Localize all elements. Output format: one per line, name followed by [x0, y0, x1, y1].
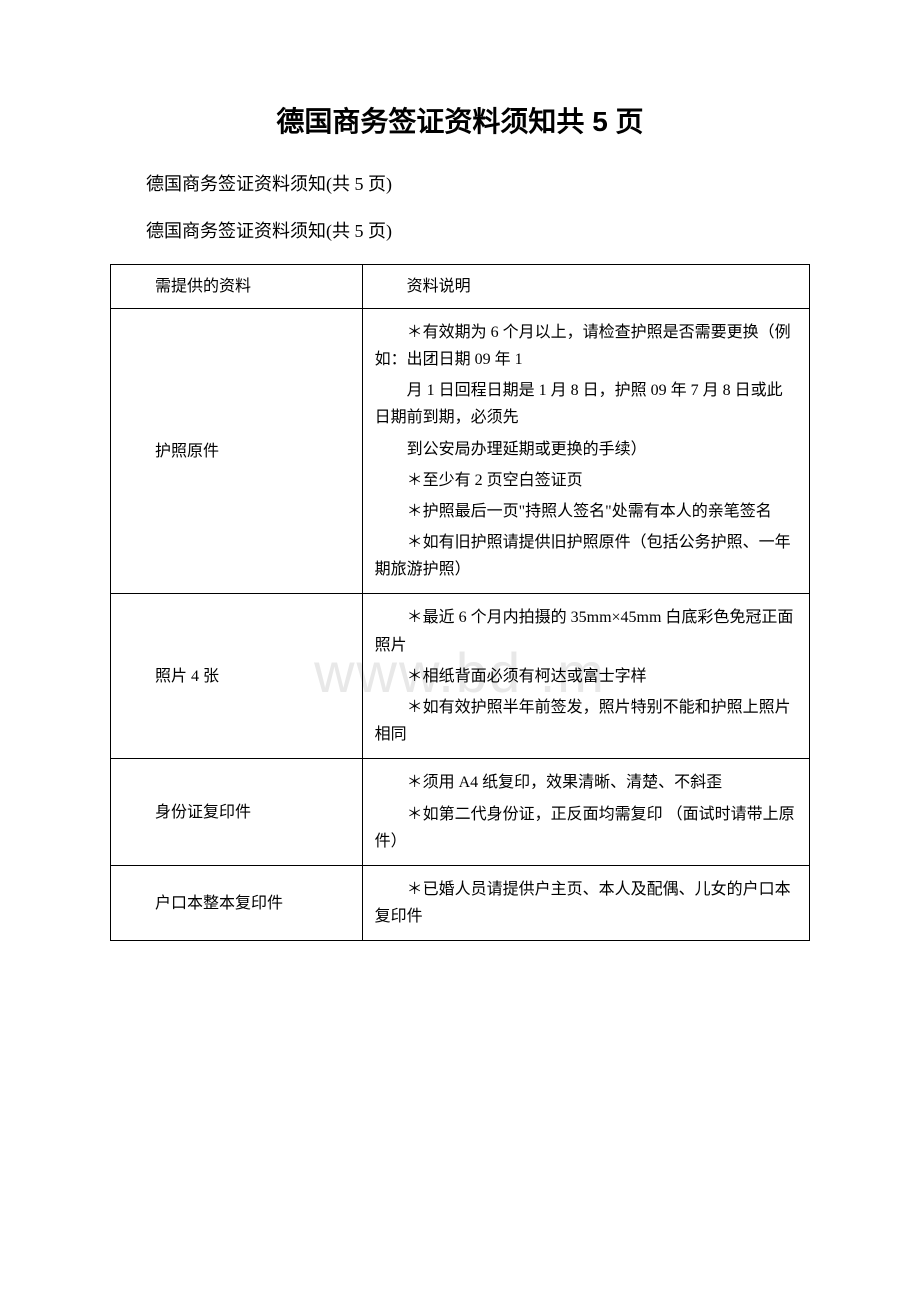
- subtitle-2: 德国商务签证资料须知(共 5 页): [110, 217, 810, 246]
- row-label: 户口本整本复印件: [111, 865, 363, 940]
- row-label: 照片 4 张: [111, 594, 363, 759]
- row-label: 护照原件: [111, 308, 363, 594]
- table-row: 护照原件 ＊有效期为 6 个月以上，请检查护照是否需要更换（例如：出团日期 09…: [111, 308, 810, 594]
- row-label: 身份证复印件: [111, 759, 363, 866]
- desc-para: ＊相纸背面必须有柯达或富士字样: [375, 663, 797, 690]
- desc-para: ＊如第二代身份证，正反面均需复印 （面试时请带上原件）: [375, 801, 797, 855]
- desc-para: ＊护照最后一页"持照人签名"处需有本人的亲笔签名: [375, 498, 797, 525]
- page-title: 德国商务签证资料须知共 5 页: [110, 100, 810, 140]
- table-header-row: 需提供的资料 资料说明: [111, 264, 810, 308]
- desc-para: 月 1 日回程日期是 1 月 8 日，护照 09 年 7 月 8 日或此日期前到…: [375, 377, 797, 431]
- row-desc: ＊最近 6 个月内拍摄的 35mm×45mm 白底彩色免冠正面照片 ＊相纸背面必…: [362, 594, 809, 759]
- desc-para: ＊如有效护照半年前签发，照片特别不能和护照上照片相同: [375, 694, 797, 748]
- row-desc: ＊有效期为 6 个月以上，请检查护照是否需要更换（例如：出团日期 09 年 1 …: [362, 308, 809, 594]
- table-row: 户口本整本复印件 ＊已婚人员请提供户主页、本人及配偶、儿女的户口本复印件: [111, 865, 810, 940]
- row-desc: ＊已婚人员请提供户主页、本人及配偶、儿女的户口本复印件: [362, 865, 809, 940]
- desc-para: ＊最近 6 个月内拍摄的 35mm×45mm 白底彩色免冠正面照片: [375, 604, 797, 658]
- requirements-table: 需提供的资料 资料说明 护照原件 ＊有效期为 6 个月以上，请检查护照是否需要更…: [110, 264, 810, 942]
- desc-para: ＊有效期为 6 个月以上，请检查护照是否需要更换（例如：出团日期 09 年 1: [375, 319, 797, 373]
- desc-para: 到公安局办理延期或更换的手续）: [375, 436, 797, 463]
- header-col1: 需提供的资料: [111, 264, 363, 308]
- desc-para: ＊须用 A4 纸复印，效果清晰、清楚、不斜歪: [375, 769, 797, 796]
- desc-para: ＊至少有 2 页空白签证页: [375, 467, 797, 494]
- table-row: 照片 4 张 ＊最近 6 个月内拍摄的 35mm×45mm 白底彩色免冠正面照片…: [111, 594, 810, 759]
- table-row: 身份证复印件 ＊须用 A4 纸复印，效果清晰、清楚、不斜歪 ＊如第二代身份证，正…: [111, 759, 810, 866]
- desc-para: ＊如有旧护照请提供旧护照原件（包括公务护照、一年期旅游护照）: [375, 529, 797, 583]
- header-col2: 资料说明: [362, 264, 809, 308]
- desc-para: ＊已婚人员请提供户主页、本人及配偶、儿女的户口本复印件: [375, 876, 797, 930]
- row-desc: ＊须用 A4 纸复印，效果清晰、清楚、不斜歪 ＊如第二代身份证，正反面均需复印 …: [362, 759, 809, 866]
- document-content: 德国商务签证资料须知共 5 页 德国商务签证资料须知(共 5 页) 德国商务签证…: [110, 100, 810, 941]
- subtitle-1: 德国商务签证资料须知(共 5 页): [110, 170, 810, 199]
